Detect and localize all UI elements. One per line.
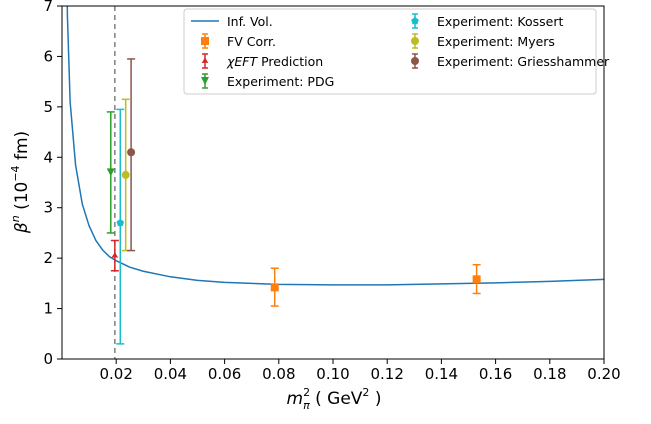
legend-marker [411,57,419,65]
legend-entry: χEFT Prediction [201,53,323,69]
y-axis-label: βn (10−4 fm) [9,131,32,234]
x-axis-label: m2 π ( GeV2 ) [287,386,382,412]
legend-entry: Experiment: Myers [411,33,555,49]
legend-label: FV Corr. [227,34,276,49]
y-tick-label: 2 [43,249,53,267]
legend-label: Experiment: PDG [227,74,334,89]
point-marker [121,170,130,179]
data-point [127,58,136,252]
x-tick-label: 0.20 [587,365,620,383]
x-tick-label: 0.16 [479,365,512,383]
y-ticks: 0 1 2 3 4 5 6 7 [43,0,62,368]
legend-entry: Experiment: Griesshammer [411,53,610,69]
x-tick-label: 0.18 [533,365,566,383]
y-tick-label: 5 [43,98,53,116]
y-tick-label: 6 [43,47,53,65]
curve-layer [66,6,604,286]
x-tick-label: 0.06 [208,365,241,383]
data-point [121,98,130,252]
series-line-inf-vol [66,6,604,286]
legend-label: Experiment: Kossert [437,14,563,29]
y-tick-label: 1 [43,300,53,318]
point-marker [127,148,136,157]
x-tick-label: 0.12 [370,365,403,383]
point-marker [116,218,125,227]
y-tick-label: 7 [43,0,53,15]
x-tick-label: 0.14 [425,365,458,383]
legend-marker [411,37,419,45]
legend-entry: Experiment: Kossert [411,13,563,29]
data-point [110,239,119,272]
legend-marker [201,77,209,85]
point-marker [106,168,115,177]
legend-entry: Experiment: PDG [201,73,334,89]
legend-label: Inf. Vol. [227,14,273,29]
data-point [270,267,279,307]
legend-marker [201,37,209,45]
x-tick-label: 0.10 [316,365,349,383]
legend-entry: Inf. Vol. [191,14,273,29]
y-tick-label: 3 [43,199,53,217]
x-ticks: 0.02 0.04 0.06 0.08 0.10 0.12 0.14 0.16 0.18 0.20 [99,359,621,383]
x-tick-label: 0.02 [99,365,132,383]
legend-box [183,8,597,95]
legend-entry: FV Corr. [201,33,276,49]
y-tick-label: 0 [43,350,53,368]
legend-label: χEFT Prediction [226,54,323,69]
legend-label: Experiment: Myers [437,34,555,49]
points-layer [106,58,481,345]
point-marker [111,251,119,258]
legend: Inf. Vol. FV Corr. χEFT Prediction Experime… [183,8,610,95]
legend-label: Experiment: Griesshammer [437,54,610,69]
x-tick-label: 0.04 [154,365,187,383]
x-tick-label: 0.08 [262,365,295,383]
y-tick-label: 4 [43,148,53,166]
legend-marker [411,17,419,25]
y-axis-label-text: βn (10−4 fm) [9,131,32,234]
legend-marker [201,57,209,63]
data-point [472,263,481,295]
point-marker [472,275,481,284]
data-point [106,111,115,234]
point-marker [270,283,279,292]
data-point [116,108,125,345]
x-axis-label-text: m2 π ( GeV2 ) [287,386,382,412]
